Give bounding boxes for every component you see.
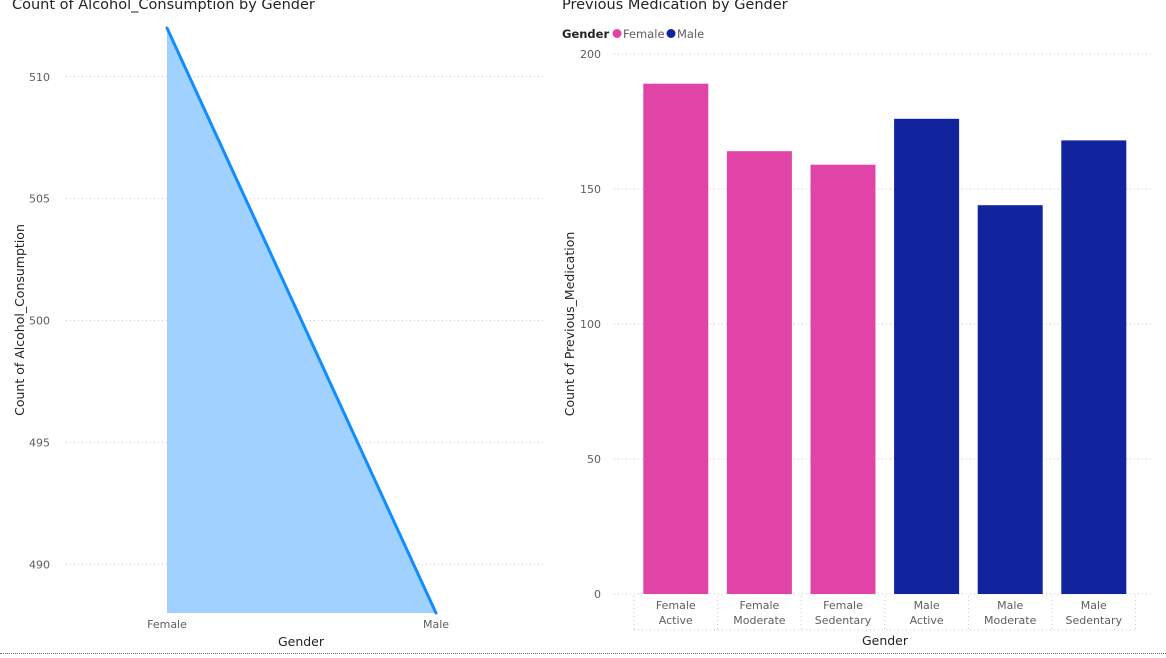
- y-tick-label: 100: [580, 318, 601, 331]
- x-tick-label: Male: [1081, 599, 1107, 612]
- legend-marker: [612, 29, 622, 38]
- previous-medication-chart-panel[interactable]: Previous Medication by Gender 0 50 100 150 2…: [552, 0, 1166, 652]
- legend-marker: [666, 29, 676, 38]
- series-line: [165, 26, 438, 615]
- bar: [977, 205, 1043, 594]
- y-axis-title: Count of Alcohol_Consumption: [12, 224, 27, 416]
- x-tick-label: Sedentary: [1066, 614, 1123, 627]
- y-tick-label: 150: [580, 183, 601, 196]
- x-tick-label: Female: [656, 599, 696, 612]
- x-axis-title: Gender: [278, 634, 325, 649]
- y-axis-title: Count of Previous_Medication: [562, 232, 577, 417]
- bar: [1061, 140, 1127, 594]
- x-tick-label: Female: [740, 599, 780, 612]
- legend-label: Male: [677, 27, 704, 41]
- y-tick-label: 510: [29, 71, 50, 84]
- y-tick-label: 200: [580, 48, 601, 61]
- alcohol-consumption-chart-panel[interactable]: Count of Alcohol_Consumption by Gender 4…: [0, 0, 552, 652]
- x-tick-label: Male: [997, 599, 1023, 612]
- x-tick-label: Active: [910, 614, 944, 627]
- y-tick-label: 495: [29, 436, 50, 449]
- chart-title: Previous Medication by Gender: [562, 0, 788, 13]
- y-tick-label: 505: [29, 193, 50, 206]
- x-axis-title: Gender: [862, 633, 909, 648]
- x-tick-label: Moderate: [733, 614, 786, 627]
- x-tick-label: Moderate: [984, 614, 1037, 627]
- medication-bar-chart[interactable]: 0 50 100 150 200 Gender Female Male Female Active…: [552, 0, 1166, 652]
- x-tick-label: Female: [823, 599, 863, 612]
- y-tick-label: 500: [29, 315, 50, 328]
- legend-label: Female: [623, 27, 665, 41]
- y-tick-label: 0: [594, 588, 601, 601]
- page-bottom-divider: [0, 653, 1166, 654]
- bar: [894, 118, 960, 595]
- x-tick-label: Male: [423, 618, 449, 631]
- legend-title: Gender: [562, 27, 609, 41]
- bar: [726, 151, 792, 594]
- x-tick-label: Sedentary: [815, 614, 872, 627]
- x-tick-label: Female: [147, 618, 187, 631]
- x-tick-label: Male: [914, 599, 940, 612]
- y-tick-label: 50: [587, 453, 601, 466]
- bar: [810, 164, 876, 594]
- x-tick-label: Active: [659, 614, 693, 627]
- bar: [643, 83, 709, 594]
- chart-title: Count of Alcohol_Consumption by Gender: [12, 0, 315, 13]
- y-tick-label: 490: [29, 558, 50, 571]
